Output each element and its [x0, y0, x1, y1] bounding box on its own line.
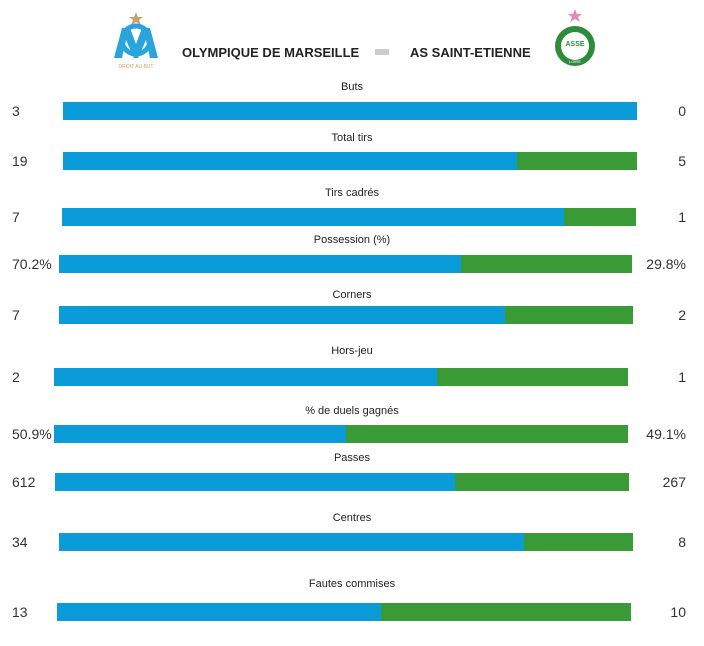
home-value: 7 — [12, 307, 20, 323]
away-badge-text: LOIRE — [569, 59, 581, 64]
stat-label: Fautes commises — [308, 578, 396, 590]
home-value: 50.9% — [12, 426, 52, 442]
home-value: 7 — [12, 209, 20, 225]
away-value: 10 — [670, 604, 686, 620]
stat-label: Corners — [332, 289, 372, 301]
away-value: 5 — [678, 153, 686, 169]
home-value: 13 — [12, 604, 28, 620]
home-bar — [63, 102, 637, 120]
away-value: 8 — [678, 534, 686, 550]
home-value: 34 — [12, 534, 28, 550]
away-bar — [517, 152, 637, 170]
home-bar — [54, 368, 437, 386]
home-bar — [57, 603, 382, 621]
away-value: 267 — [662, 474, 686, 490]
home-team: OLYMPIQUE DE MARSEILLE — [182, 45, 360, 60]
away-bar — [505, 306, 633, 324]
away-bar — [436, 368, 628, 386]
separator — [375, 49, 389, 55]
away-team: AS SAINT-ETIENNE — [410, 45, 531, 60]
away-value: 1 — [678, 209, 686, 225]
away-value: 0 — [678, 103, 686, 119]
away-bar — [381, 603, 631, 621]
home-bar — [59, 255, 462, 273]
away-bar — [346, 425, 628, 443]
away-bar — [523, 533, 633, 551]
stat-label: Possession (%) — [313, 234, 391, 246]
home-badge-text: DROIT AU BUT — [119, 64, 154, 70]
home-bar — [59, 533, 524, 551]
home-bar — [59, 306, 506, 324]
home-bar — [54, 425, 347, 443]
away-bar — [564, 208, 636, 226]
home-value: 3 — [12, 103, 20, 119]
away-bar — [461, 255, 632, 273]
home-value: 70.2% — [12, 256, 52, 272]
stat-label: Total tirs — [331, 132, 373, 144]
home-value: 19 — [12, 153, 28, 169]
stat-label: Tirs cadrés — [325, 187, 379, 199]
stat-label: Passes — [333, 452, 371, 464]
stat-label: Hors-jeu — [331, 345, 373, 357]
stat-label: Centres — [332, 512, 372, 524]
home-bar — [55, 473, 455, 491]
away-logo: ASSE LOIRE — [555, 9, 595, 66]
away-bar — [454, 473, 629, 491]
away-value: 29.8% — [646, 256, 686, 272]
stat-label: Buts — [340, 81, 363, 93]
home-value: 612 — [12, 474, 36, 490]
stat-label: % de duels gagnés — [305, 405, 399, 417]
away-badge-text: ASSE — [565, 41, 584, 48]
away-value: 49.1% — [646, 426, 686, 442]
home-logo: DROIT AU BUT — [114, 12, 158, 70]
home-value: 2 — [12, 369, 20, 385]
away-value: 1 — [678, 369, 686, 385]
home-bar — [63, 152, 518, 170]
away-value: 2 — [678, 307, 686, 323]
home-bar — [62, 208, 565, 226]
